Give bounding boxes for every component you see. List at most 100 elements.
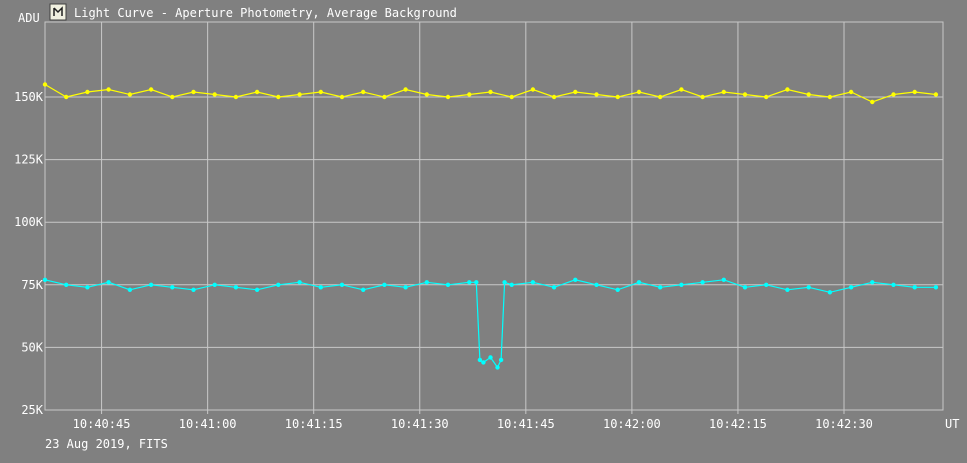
x-tick-label: 10:41:15 (285, 417, 343, 431)
window-title: Light Curve - Aperture Photometry, Avera… (74, 6, 457, 20)
data-point (467, 92, 472, 97)
data-point (339, 94, 345, 100)
data-point (170, 285, 175, 290)
data-point (498, 357, 504, 363)
data-point (488, 89, 493, 95)
data-point (933, 92, 939, 97)
data-point (254, 89, 260, 95)
data-point (806, 92, 811, 97)
data-point (85, 285, 90, 290)
y-tick-label: 125K (14, 153, 44, 167)
x-tick-label: 10:40:45 (73, 417, 131, 431)
y-tick-labels: 25K 50K 75K 100K 125K 150K (14, 90, 44, 417)
data-point (212, 282, 217, 287)
data-point (424, 280, 429, 285)
data-point (403, 87, 408, 92)
data-point (63, 282, 69, 287)
app-icon-glyph (53, 6, 63, 16)
data-point (233, 285, 239, 290)
data-point (891, 92, 896, 97)
data-point (870, 99, 875, 105)
data-point (127, 287, 133, 292)
data-point (148, 87, 154, 92)
data-point (573, 277, 578, 282)
data-point (785, 87, 790, 92)
data-point (509, 282, 514, 287)
data-point (424, 92, 429, 97)
data-point (827, 94, 833, 100)
data-point (933, 285, 939, 290)
data-point (870, 280, 875, 285)
data-point (700, 280, 705, 285)
data-point (742, 285, 748, 290)
data-point (594, 92, 599, 97)
data-point (764, 282, 769, 287)
data-point (848, 89, 854, 95)
data-point (318, 89, 323, 95)
data-point (481, 360, 486, 365)
data-point (806, 285, 811, 290)
data-point (297, 280, 302, 285)
data-point (382, 94, 387, 100)
data-point (509, 94, 514, 100)
x-tick-labels: 10:40:45 10:41:00 10:41:15 10:41:30 10:41:45… (73, 417, 873, 431)
data-point (42, 82, 48, 87)
data-point (502, 280, 507, 285)
data-point (191, 89, 196, 95)
data-point (445, 94, 451, 100)
data-point (679, 282, 684, 287)
data-point (276, 282, 281, 287)
series-layer (42, 82, 939, 370)
data-point (700, 94, 705, 100)
app-icon[interactable] (49, 3, 67, 21)
data-point (636, 280, 642, 285)
data-point (382, 282, 387, 287)
series-yellow (42, 82, 939, 105)
y-tick-label: 150K (14, 90, 44, 104)
data-point (891, 282, 896, 287)
data-point (615, 287, 620, 292)
data-point (212, 92, 217, 97)
data-point (106, 87, 111, 92)
data-point (63, 94, 69, 100)
grid (44, 21, 944, 414)
data-point (785, 287, 790, 292)
data-point (170, 94, 175, 100)
x-tick-label: 10:42:15 (709, 417, 767, 431)
data-point (339, 282, 345, 287)
data-point (495, 365, 500, 370)
y-tick-label: 25K (21, 403, 43, 417)
data-point (127, 92, 133, 97)
x-tick-label: 10:41:45 (497, 417, 555, 431)
data-point (474, 280, 479, 285)
data-point (42, 277, 48, 282)
data-point (573, 89, 578, 95)
data-point (848, 285, 854, 290)
data-point (318, 285, 323, 290)
data-point (85, 89, 90, 95)
data-point (551, 94, 557, 100)
data-point (445, 282, 451, 287)
x-tick-label: 10:42:30 (815, 417, 873, 431)
data-point (254, 287, 260, 292)
data-point (636, 89, 642, 95)
data-point (233, 94, 239, 100)
data-point (191, 287, 196, 292)
data-point (403, 285, 408, 290)
y-axis-label: ADU (18, 11, 40, 25)
data-point (106, 280, 111, 285)
y-tick-label: 75K (21, 278, 43, 292)
data-point (615, 94, 620, 100)
data-point (721, 89, 726, 95)
data-point (297, 92, 302, 97)
data-point (679, 87, 684, 92)
data-point (530, 87, 536, 92)
x-tick-label: 10:41:30 (391, 417, 449, 431)
data-point (276, 94, 281, 100)
data-point (827, 290, 833, 295)
data-point (477, 357, 483, 363)
x-axis-label: UT (945, 417, 959, 431)
data-point (594, 282, 599, 287)
data-point (764, 94, 769, 100)
